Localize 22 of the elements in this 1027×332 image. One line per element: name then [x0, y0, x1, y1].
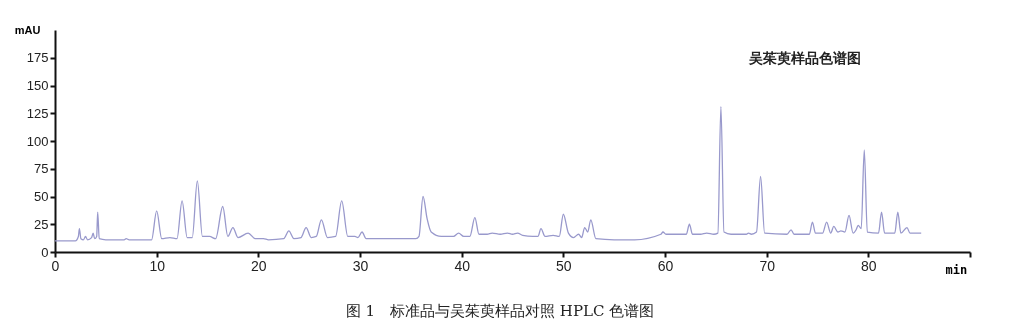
x-tick-label: 30	[352, 257, 369, 274]
y-tick-label: 125	[26, 105, 49, 121]
x-tick-label: 40	[454, 257, 471, 274]
caption: 图 1 标准品与吴茱萸样品对照 HPLC 色谱图	[344, 302, 656, 321]
x-tick-label: 60	[657, 257, 674, 274]
y-tick-label: 25	[34, 216, 49, 232]
x-tick-label: 70	[759, 257, 776, 274]
x-tick-label: 80	[861, 257, 877, 274]
y-tick-label: 50	[34, 189, 49, 204]
y-tick-label: 175	[26, 50, 49, 66]
line-series	[55, 105, 922, 242]
y-tick-label: 0	[41, 244, 49, 260]
x-tick-label: 10	[149, 257, 166, 274]
x-tick-label: 0	[51, 257, 60, 274]
y-tick-label: 150	[26, 78, 49, 93]
x-tick-label: 20	[251, 257, 267, 274]
y-axis-title: mAU	[14, 23, 41, 36]
y-tick-label: 75	[34, 161, 49, 177]
text: 吴茱萸样品色谱图	[748, 49, 862, 66]
y-tick-label: 100	[26, 133, 49, 149]
x-axis-title: min	[945, 262, 968, 277]
x-tick-label: 50	[556, 257, 572, 274]
